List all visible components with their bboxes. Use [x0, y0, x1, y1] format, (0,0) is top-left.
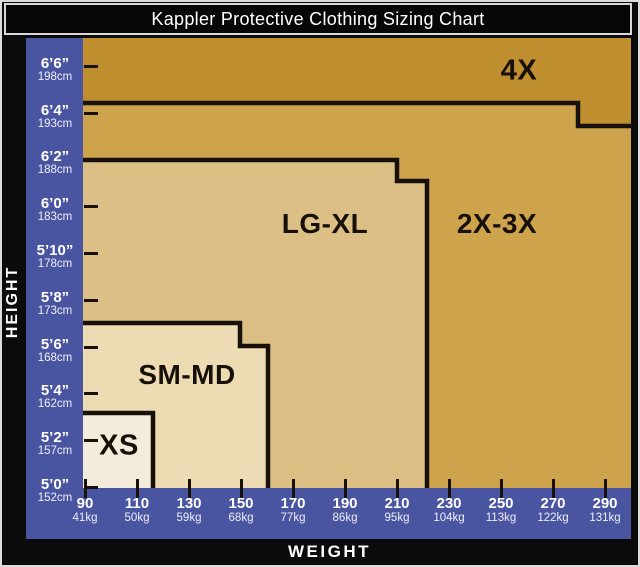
height-tick-label: 5’8” 173cm [37, 289, 73, 317]
region-label-4x: 4X [500, 54, 538, 87]
weight-tick-mark [136, 479, 139, 498]
weight-tick-label: 110 50kg [124, 495, 150, 525]
weight-tick-mark [188, 479, 191, 498]
weight-tick-label: 250 113kg [485, 495, 517, 525]
weight-tick-label: 210 95kg [384, 495, 410, 525]
size-regions-chart [83, 38, 631, 488]
region-sm-md-border [83, 320, 271, 488]
height-tick-mark [84, 205, 98, 208]
chart-title: Kappler Protective Clothing Sizing Chart [151, 8, 485, 29]
region-label-xs: XS [99, 429, 139, 462]
weight-axis-band [26, 486, 631, 539]
height-tick-label: 6’2” 188cm [37, 148, 73, 176]
height-axis-band [26, 38, 83, 539]
height-tick-label: 6’6” 198cm [37, 55, 73, 83]
weight-tick-label: 130 59kg [176, 495, 202, 525]
height-axis-title: HEIGHT [4, 265, 21, 339]
height-tick-mark [84, 252, 98, 255]
height-tick-label: 5’4” 162cm [37, 382, 73, 410]
weight-tick-label: 190 86kg [332, 495, 358, 525]
region-xs [83, 413, 153, 488]
weight-tick-label: 230 104kg [433, 495, 465, 525]
region-label-sm-md: SM-MD [138, 359, 236, 390]
height-tick-mark [84, 112, 98, 115]
height-tick-label: 6’0” 183cm [37, 195, 73, 223]
height-tick-mark [84, 392, 98, 395]
weight-tick-mark [84, 479, 87, 498]
height-tick-mark [84, 346, 98, 349]
weight-tick-label: 150 68kg [228, 495, 254, 525]
region-xs-border [83, 410, 156, 488]
weight-tick-label: 290 131kg [589, 495, 621, 525]
height-tick-mark [84, 486, 98, 489]
height-tick-label: 5’10” 178cm [36, 242, 74, 270]
weight-tick-mark [240, 479, 243, 498]
height-tick-mark [84, 439, 98, 442]
weight-tick-mark [604, 479, 607, 498]
weight-tick-mark [448, 479, 451, 498]
weight-tick-mark [552, 479, 555, 498]
chart-plot-area [83, 38, 631, 488]
weight-tick-mark [292, 479, 295, 498]
weight-tick-label: 270 122kg [537, 495, 569, 525]
height-tick-label: 5’2” 157cm [37, 429, 73, 457]
region-lg-xl-border [83, 157, 430, 488]
chart-title-bar: Kappler Protective Clothing Sizing Chart [4, 3, 632, 35]
height-tick-mark [84, 158, 98, 161]
weight-tick-label: 90 41kg [72, 495, 98, 525]
weight-tick-label: 170 77kg [280, 495, 306, 525]
region-label-2x-3x: 2X-3X [456, 208, 538, 239]
height-tick-label: 5’0” 152cm [37, 476, 73, 504]
weight-axis-title: WEIGHT [288, 542, 371, 561]
region-2x-3x-border [83, 100, 631, 129]
weight-tick-mark [396, 479, 399, 498]
height-tick-mark [84, 65, 98, 68]
region-label-lg-xl: LG-XL [281, 208, 369, 239]
weight-tick-mark [500, 479, 503, 498]
height-tick-mark [84, 299, 98, 302]
height-tick-label: 6’4” 193cm [37, 102, 73, 130]
weight-tick-mark [344, 479, 347, 498]
height-tick-label: 5’6” 168cm [37, 336, 73, 364]
